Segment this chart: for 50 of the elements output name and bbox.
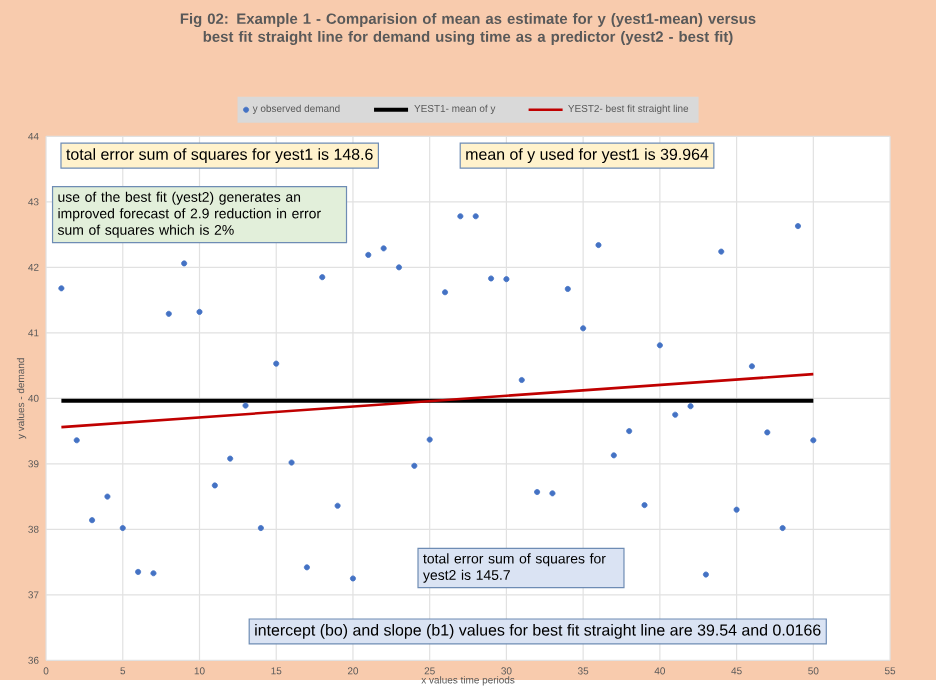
point [534,488,541,495]
point [104,493,111,500]
point [595,242,602,249]
point [549,490,556,497]
point [488,275,495,282]
point [58,285,65,292]
point [150,570,157,577]
point [196,308,203,315]
point [457,213,464,220]
point [426,436,433,443]
point [564,285,571,292]
point [794,223,801,230]
point [211,482,218,489]
point [472,213,479,220]
point [748,363,755,370]
point [334,502,341,509]
point [227,455,234,462]
point [319,274,326,281]
point [626,428,633,435]
point [273,360,280,367]
point [380,245,387,252]
point [764,429,771,436]
point [610,452,617,459]
point [442,289,449,296]
point [119,525,126,531]
point [810,437,817,444]
point [288,459,295,466]
point [672,411,679,418]
point [257,525,264,531]
point [718,248,725,255]
point [702,571,709,578]
point [641,502,648,509]
point [349,575,356,582]
point [733,506,740,513]
point [687,403,694,410]
point [135,568,142,575]
point [518,376,525,383]
point [365,251,372,258]
point [242,402,249,409]
point [303,564,310,571]
point [656,342,663,349]
point [411,462,418,469]
point [73,437,80,444]
point [503,276,510,283]
point [779,525,786,531]
point [580,325,587,332]
point [181,260,188,267]
point [165,310,172,317]
point [396,264,402,271]
point [89,517,96,524]
